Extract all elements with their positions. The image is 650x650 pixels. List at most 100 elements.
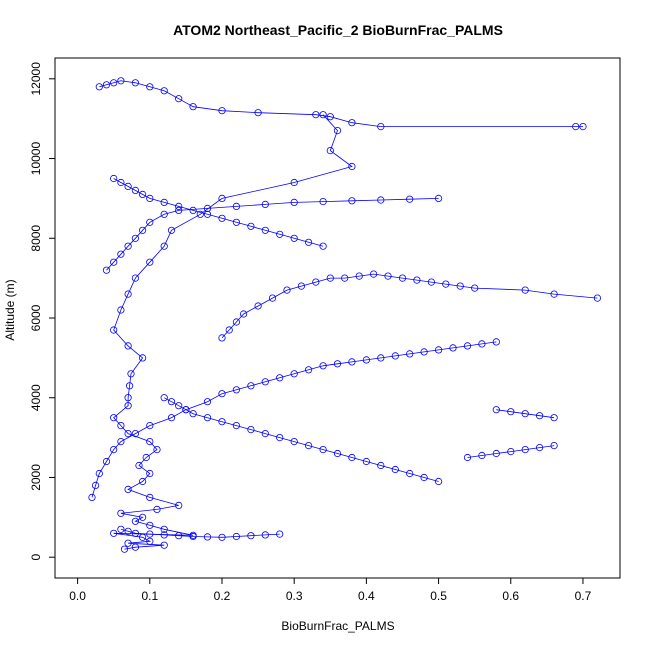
data-point bbox=[492, 338, 500, 346]
data-point bbox=[312, 111, 320, 119]
data-point bbox=[290, 198, 298, 206]
data-point bbox=[326, 113, 334, 121]
data-point bbox=[391, 352, 399, 360]
data-point bbox=[290, 437, 298, 446]
data-point bbox=[160, 210, 168, 218]
data-point bbox=[283, 286, 291, 294]
data-point bbox=[160, 394, 168, 402]
data-point bbox=[120, 545, 129, 553]
data-point bbox=[333, 360, 342, 368]
data-point bbox=[304, 238, 313, 246]
data-point bbox=[333, 449, 342, 458]
data-point bbox=[247, 425, 255, 434]
data-point bbox=[434, 477, 443, 486]
data-point bbox=[276, 374, 284, 382]
data-point bbox=[427, 278, 435, 286]
y-tick-label: 12000 bbox=[29, 62, 43, 96]
data-point bbox=[117, 421, 125, 430]
data-point bbox=[348, 453, 356, 462]
data-point bbox=[146, 537, 154, 545]
data-point bbox=[261, 429, 269, 438]
data-point bbox=[124, 527, 132, 535]
profile-line-4 bbox=[106, 198, 439, 271]
data-point bbox=[521, 445, 529, 454]
data-point bbox=[355, 272, 363, 280]
data-point bbox=[139, 190, 147, 198]
profile-line-2 bbox=[91, 341, 497, 498]
data-point bbox=[319, 242, 327, 250]
data-point bbox=[492, 449, 500, 458]
data-point bbox=[377, 354, 385, 362]
data-point bbox=[463, 342, 472, 350]
data-point bbox=[348, 358, 356, 366]
data-point bbox=[196, 210, 204, 218]
data-point bbox=[471, 284, 479, 292]
data-point bbox=[124, 242, 132, 250]
data-point bbox=[406, 469, 414, 478]
data-point bbox=[384, 272, 392, 280]
x-tick-label: 0.0 bbox=[69, 589, 86, 603]
data-point bbox=[218, 418, 226, 426]
x-axis-label: BioBurnFrac_PALMS bbox=[281, 619, 394, 633]
data-point bbox=[290, 234, 298, 242]
profile-line-10 bbox=[467, 445, 555, 458]
profile-line-7 bbox=[164, 397, 439, 482]
y-tick-label: 0 bbox=[29, 554, 43, 561]
data-point bbox=[95, 469, 103, 478]
y-tick-label: 2000 bbox=[29, 464, 43, 491]
data-point bbox=[377, 123, 385, 131]
data-point bbox=[478, 451, 486, 460]
data-point bbox=[240, 310, 248, 318]
data-point bbox=[124, 394, 132, 402]
data-point bbox=[160, 541, 168, 549]
data-point bbox=[348, 162, 356, 171]
data-point bbox=[492, 406, 500, 414]
data-point bbox=[348, 119, 356, 127]
data-point bbox=[521, 410, 529, 418]
data-point bbox=[131, 186, 139, 194]
data-point bbox=[326, 274, 334, 282]
plot-frame bbox=[54, 57, 621, 579]
x-tick-label: 0.6 bbox=[502, 589, 519, 603]
data-point bbox=[146, 493, 154, 501]
data-point bbox=[153, 445, 161, 454]
data-point bbox=[268, 294, 277, 302]
y-axis-label: Altitude (m) bbox=[3, 279, 17, 340]
data-point bbox=[139, 226, 147, 234]
data-point bbox=[218, 533, 226, 541]
data-point bbox=[160, 525, 168, 533]
data-point bbox=[146, 521, 154, 529]
data-point bbox=[276, 230, 284, 238]
data-point bbox=[146, 530, 154, 538]
profile-line-5 bbox=[99, 80, 583, 127]
profile-line-1 bbox=[113, 114, 353, 550]
data-point bbox=[348, 197, 356, 205]
data-point bbox=[102, 81, 111, 89]
data-point bbox=[449, 344, 457, 352]
data-point bbox=[131, 234, 139, 242]
data-point bbox=[333, 127, 342, 135]
data-point bbox=[175, 202, 183, 210]
data-point bbox=[261, 531, 269, 539]
data-point bbox=[218, 107, 226, 115]
data-point bbox=[218, 194, 226, 202]
data-point bbox=[550, 441, 558, 450]
data-point bbox=[254, 109, 262, 117]
x-tick-label: 0.1 bbox=[141, 589, 158, 603]
profile-lines bbox=[91, 80, 598, 550]
data-point bbox=[92, 481, 100, 489]
data-point bbox=[102, 457, 111, 466]
data-point bbox=[319, 111, 327, 119]
data-point bbox=[139, 533, 147, 541]
data-point bbox=[110, 414, 118, 422]
data-point bbox=[232, 421, 240, 430]
data-point bbox=[261, 226, 269, 234]
data-point bbox=[203, 398, 212, 406]
data-point bbox=[139, 477, 147, 486]
data-point bbox=[420, 348, 428, 356]
data-point bbox=[110, 445, 118, 454]
data-point bbox=[117, 306, 125, 314]
data-point bbox=[319, 198, 327, 206]
data-point bbox=[434, 194, 443, 202]
